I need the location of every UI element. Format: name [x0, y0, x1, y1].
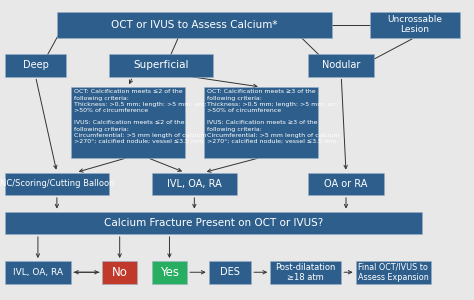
FancyBboxPatch shape [209, 261, 251, 284]
FancyBboxPatch shape [109, 54, 213, 76]
Text: DES: DES [220, 267, 240, 277]
Text: Final OCT/IVUS to
Assess Expansion: Final OCT/IVUS to Assess Expansion [358, 262, 429, 282]
FancyBboxPatch shape [152, 172, 237, 195]
FancyBboxPatch shape [5, 212, 422, 234]
FancyBboxPatch shape [5, 172, 109, 195]
FancyBboxPatch shape [57, 12, 332, 38]
Text: Yes: Yes [160, 266, 179, 279]
FancyBboxPatch shape [270, 261, 341, 284]
Text: OCT: Calcification meets ≥3 of the
following criteria:
Thickness: >0.5 mm; lengt: OCT: Calcification meets ≥3 of the follo… [207, 89, 339, 144]
Text: Deep: Deep [23, 60, 48, 70]
Text: NC/Scoring/Cutting Balloon: NC/Scoring/Cutting Balloon [0, 179, 114, 188]
FancyBboxPatch shape [5, 261, 71, 284]
Text: IVL, OA, RA: IVL, OA, RA [167, 179, 222, 189]
FancyBboxPatch shape [71, 87, 185, 158]
Text: Calcium Fracture Present on OCT or IVUS?: Calcium Fracture Present on OCT or IVUS? [104, 218, 323, 228]
Text: Post-dilatation
≥18 atm: Post-dilatation ≥18 atm [275, 262, 336, 282]
Text: OCT or IVUS to Assess Calcium*: OCT or IVUS to Assess Calcium* [111, 20, 278, 30]
FancyBboxPatch shape [204, 87, 318, 158]
Text: OA or RA: OA or RA [324, 179, 368, 189]
Text: Uncrossable
Lesion: Uncrossable Lesion [387, 15, 442, 34]
FancyBboxPatch shape [102, 261, 137, 284]
FancyBboxPatch shape [370, 12, 460, 38]
FancyBboxPatch shape [308, 54, 374, 76]
Text: OCT: Calcification meets ≤2 of the
following criteria:
Thickness: >0.5 mm; lengt: OCT: Calcification meets ≤2 of the follo… [74, 89, 207, 144]
Text: Superficial: Superficial [133, 60, 189, 70]
Text: Nodular: Nodular [322, 60, 360, 70]
FancyBboxPatch shape [308, 172, 384, 195]
Text: IVL, OA, RA: IVL, OA, RA [13, 268, 63, 277]
FancyBboxPatch shape [5, 54, 66, 76]
FancyBboxPatch shape [152, 261, 187, 284]
Text: No: No [112, 266, 128, 279]
FancyBboxPatch shape [356, 261, 431, 284]
